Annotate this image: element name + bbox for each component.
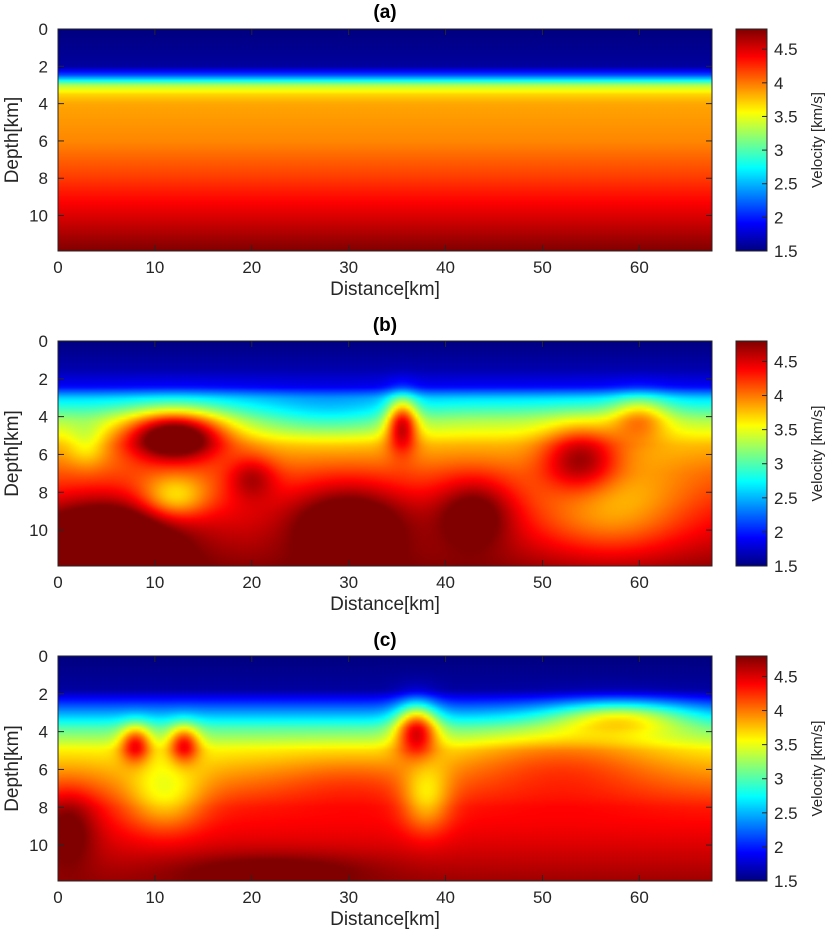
y-tick-label: 8 [39,169,48,188]
x-tick-label: 0 [53,888,62,907]
x-tick-label: 10 [145,888,164,907]
panel-a: 0 10 20 30 40 50 60 0 2 4 6 8 10 (a) Distance[km] Depth… [2,2,826,300]
colorbar-frame [735,655,768,882]
colorbar-tick-label: 4 [774,74,783,93]
y-tick-label: 2 [39,57,48,76]
heatmap-image [58,656,712,881]
heatmap-image [58,341,712,566]
colorbar-tick-label: 3 [774,141,783,160]
x-axis-label: Distance[km] [330,279,440,300]
colorbar-tick-label: 2 [774,523,783,542]
colorbar-tick-label: 3.5 [774,107,798,126]
colorbar-gradient [736,656,767,881]
x-axis-label: Distance[km] [330,594,440,615]
colorbar-label: Velocity [km/s] [809,721,826,817]
x-tick-label: 20 [242,573,261,592]
x-tick-label: 30 [339,888,358,907]
panel-c: 0 10 20 30 40 50 60 0 2 4 6 8 10 (c) Distance[km] Depth… [2,630,826,930]
y-tick-label: 10 [29,207,48,226]
y-tick-label: 6 [39,760,48,779]
colorbar-frame [735,340,768,567]
y-tick-label: 0 [39,20,48,39]
colorbar-tick-label: 4 [774,387,783,406]
y-axis-label: Depth[km] [2,97,23,184]
colorbar-tick-label: 1.5 [774,242,798,261]
colorbar-tick-label: 3 [774,455,783,474]
x-axis-label: Distance[km] [330,909,440,930]
y-tick-label: 4 [39,723,48,742]
y-axis-label: Depth[km] [2,725,23,812]
y-tick-label: 8 [39,798,48,817]
x-tick-label: 0 [53,573,62,592]
y-tick-label: 2 [39,370,48,389]
y-tick-label: 4 [39,95,48,114]
colorbar-tick-label: 4.5 [774,667,798,686]
y-tick-label: 4 [39,408,48,427]
y-tick-label: 2 [39,685,48,704]
x-tick-label: 50 [533,258,552,277]
y-axis-label: Depth[km] [2,410,23,497]
colorbar-tick-label: 1.5 [774,872,798,891]
y-tick-label: 10 [29,521,48,540]
panel-title: (c) [373,630,396,651]
axes-frame [57,340,713,567]
panel-title: (b) [373,315,397,336]
colorbar-tick-label: 3 [774,770,783,789]
colorbar-tick-label: 2.5 [774,489,798,508]
x-tick-label: 30 [339,573,358,592]
colorbar-tick-label: 2 [774,838,783,857]
colorbar-label: Velocity [km/s] [809,92,826,188]
x-tick-label: 30 [339,258,358,277]
colorbar-label: Velocity [km/s] [809,406,826,502]
y-tick-label: 6 [39,132,48,151]
x-tick-label: 60 [630,888,649,907]
x-tick-label: 50 [533,888,552,907]
x-tick-label: 20 [242,888,261,907]
x-tick-label: 40 [436,258,455,277]
x-tick-label: 10 [145,258,164,277]
x-tick-label: 10 [145,573,164,592]
x-tick-label: 0 [53,258,62,277]
colorbar-tick-label: 1.5 [774,557,798,576]
x-tick-label: 20 [242,258,261,277]
x-tick-label: 40 [436,573,455,592]
colorbar-frame [735,28,768,252]
x-tick-label: 50 [533,573,552,592]
colorbar-tick-label: 2 [774,208,783,227]
panel-title: (a) [373,2,396,23]
colorbar-tick-label: 4.5 [774,352,798,371]
colorbar-tick-label: 2.5 [774,175,798,194]
colorbar-gradient [736,341,767,566]
colorbar-tick-label: 2.5 [774,804,798,823]
colorbar-tick-label: 4.5 [774,40,798,59]
y-tick-label: 8 [39,483,48,502]
x-tick-label: 40 [436,888,455,907]
x-tick-label: 60 [630,573,649,592]
y-tick-label: 0 [39,332,48,351]
y-tick-label: 6 [39,445,48,464]
y-tick-label: 10 [29,836,48,855]
x-tick-label: 60 [630,258,649,277]
colorbar-tick-label: 4 [774,702,783,721]
heatmap-image [58,29,712,251]
colorbar-tick-label: 3.5 [774,736,798,755]
colorbar-tick-label: 3.5 [774,421,798,440]
panel-b: 0 10 20 30 40 50 60 0 2 4 6 8 10 (b) Distance[km] Depth… [2,315,826,615]
y-tick-label: 0 [39,647,48,666]
axes-frame [57,28,713,252]
axes-frame [57,655,713,882]
colorbar-gradient [736,29,767,251]
